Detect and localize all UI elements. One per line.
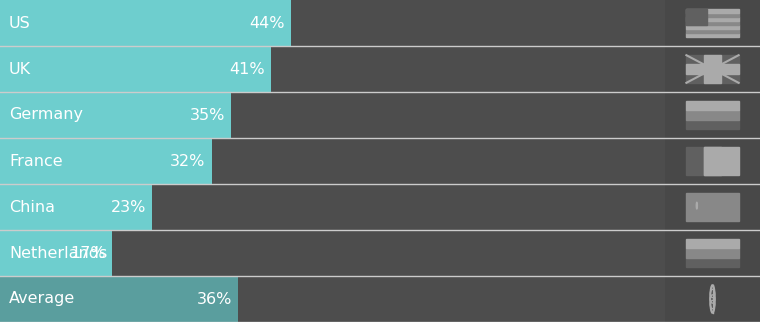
Bar xyxy=(0,92,661,138)
Bar xyxy=(686,258,739,267)
Text: 41%: 41% xyxy=(230,62,265,77)
Bar xyxy=(0,230,661,276)
Text: Netherlands: Netherlands xyxy=(9,245,107,260)
Bar xyxy=(665,230,760,276)
Text: France: France xyxy=(9,154,63,168)
Bar xyxy=(686,29,739,33)
Bar xyxy=(686,248,739,258)
Bar xyxy=(0,0,661,46)
Text: UK: UK xyxy=(9,62,31,77)
Bar xyxy=(0,184,661,230)
Bar xyxy=(686,21,739,25)
Circle shape xyxy=(696,202,698,209)
Bar xyxy=(0,184,152,230)
Bar xyxy=(0,0,291,46)
Bar xyxy=(686,55,739,83)
Bar xyxy=(665,276,760,322)
Text: 32%: 32% xyxy=(170,154,205,168)
Text: 44%: 44% xyxy=(249,15,285,31)
Bar xyxy=(704,147,721,175)
Bar xyxy=(686,25,739,29)
Bar xyxy=(0,46,271,92)
Bar xyxy=(686,239,739,248)
Bar xyxy=(665,184,760,230)
Text: US: US xyxy=(9,15,31,31)
Bar xyxy=(686,119,739,129)
Text: Germany: Germany xyxy=(9,108,83,122)
Bar xyxy=(686,147,704,175)
Bar xyxy=(665,0,760,46)
Bar xyxy=(704,55,721,83)
Bar xyxy=(0,276,238,322)
Bar xyxy=(686,17,739,21)
Text: 17%: 17% xyxy=(71,245,106,260)
Bar xyxy=(686,193,739,221)
Bar xyxy=(686,9,739,13)
Bar xyxy=(665,92,760,138)
Bar xyxy=(665,46,760,92)
Text: 36%: 36% xyxy=(197,291,232,307)
Bar xyxy=(665,138,760,184)
Bar xyxy=(686,13,739,17)
Text: 23%: 23% xyxy=(111,200,146,214)
Bar xyxy=(0,138,661,184)
Bar xyxy=(0,138,211,184)
Bar xyxy=(686,110,739,119)
Text: China: China xyxy=(9,200,55,214)
Bar xyxy=(0,92,231,138)
Text: 35%: 35% xyxy=(190,108,225,122)
Bar xyxy=(686,64,739,74)
Bar xyxy=(686,101,739,110)
Bar xyxy=(721,147,739,175)
Text: Average: Average xyxy=(9,291,75,307)
Bar xyxy=(686,9,708,25)
Bar xyxy=(0,276,661,322)
Bar xyxy=(704,147,721,175)
Bar xyxy=(0,46,661,92)
Bar xyxy=(0,230,112,276)
Bar xyxy=(686,33,739,37)
